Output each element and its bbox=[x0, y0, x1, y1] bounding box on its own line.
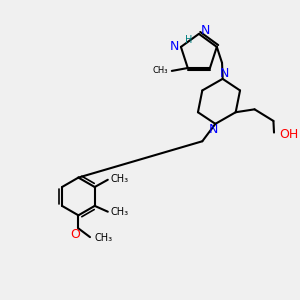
Text: CH₃: CH₃ bbox=[94, 233, 113, 243]
Text: N: N bbox=[209, 123, 219, 136]
Text: N: N bbox=[200, 25, 210, 38]
Text: CH₃: CH₃ bbox=[153, 66, 168, 75]
Text: O: O bbox=[70, 228, 80, 241]
Text: CH₃: CH₃ bbox=[110, 174, 128, 184]
Text: N: N bbox=[170, 40, 179, 53]
Text: OH: OH bbox=[279, 128, 298, 141]
Text: N: N bbox=[219, 67, 229, 80]
Text: H: H bbox=[185, 35, 193, 45]
Text: CH₃: CH₃ bbox=[110, 207, 128, 217]
